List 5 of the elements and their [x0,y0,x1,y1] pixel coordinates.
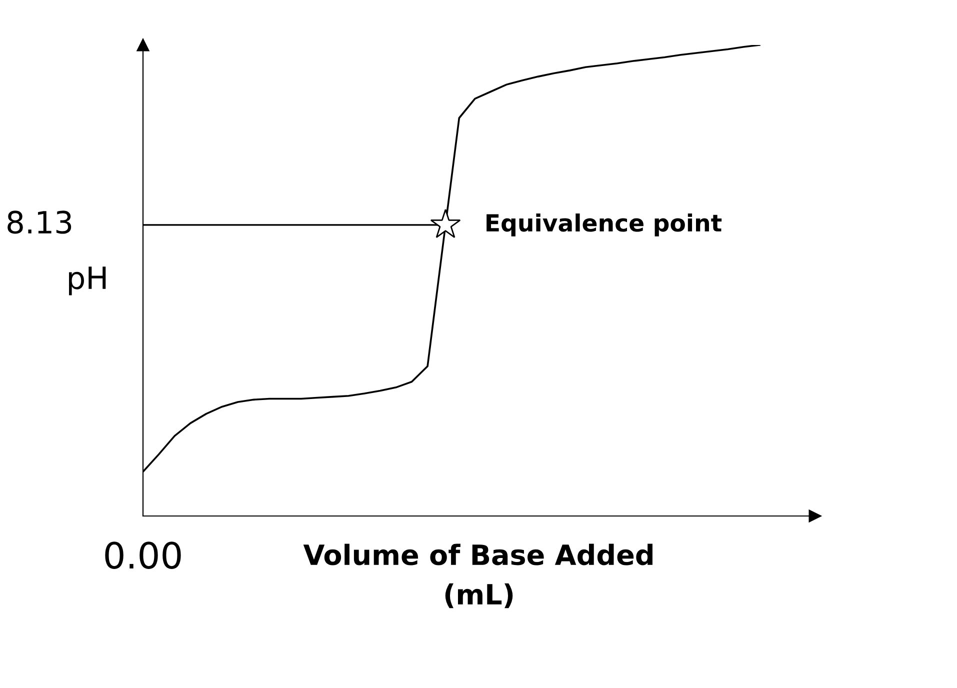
y-axis-title: pH [69,266,106,296]
x-axis-title: Volume of Base Added (mL) [303,544,652,608]
text: 8.13 [8,210,72,234]
text: 0.00 [105,542,181,569]
annotation: Equivalence point [486,213,722,236]
